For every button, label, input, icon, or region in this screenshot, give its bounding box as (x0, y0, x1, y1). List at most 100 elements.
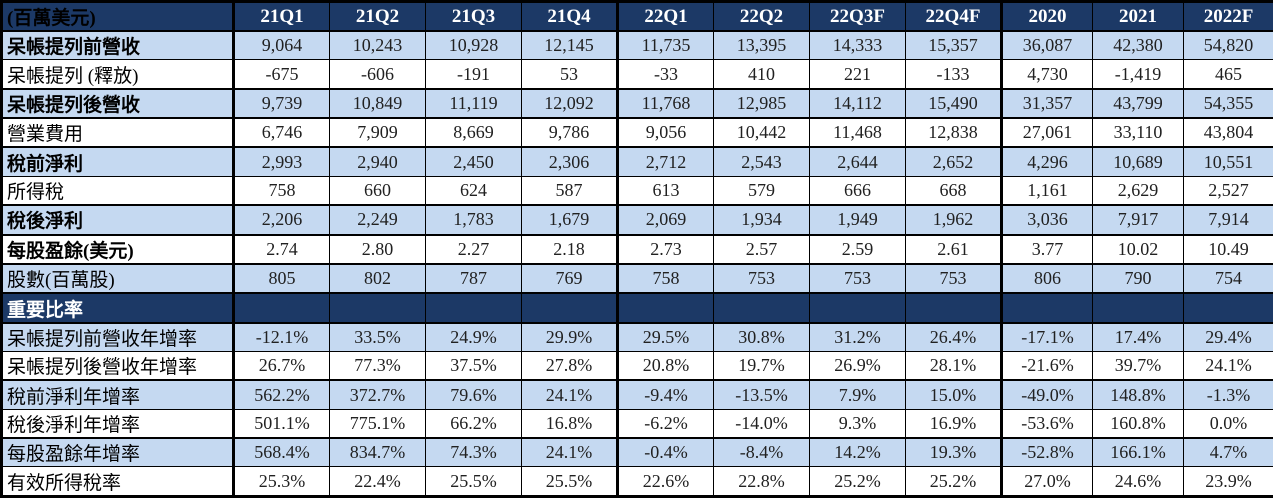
cell: -675 (233, 59, 330, 90)
row-label: 呆帳提列 (釋放) (1, 59, 235, 90)
column-header-21Q4: 21Q4 (521, 1, 619, 32)
cell: -53.6% (1001, 409, 1093, 440)
row-label: 呆帳提列後營收年增率 (1, 351, 235, 382)
cell: 14.2% (809, 438, 906, 468)
cell: 1,679 (521, 205, 619, 236)
cell: 43,804 (1183, 118, 1273, 149)
cell: 54,355 (1183, 88, 1273, 120)
cell: 15,490 (905, 88, 1003, 120)
cell: 0.0% (1183, 409, 1273, 440)
cell: 2.73 (617, 234, 714, 265)
cell: 33.5% (329, 322, 426, 353)
cell: 753 (713, 263, 810, 295)
cell: 11,468 (809, 118, 906, 149)
cell: 26.7% (233, 351, 330, 382)
cell: 758 (233, 176, 330, 207)
cell: 579 (713, 176, 810, 207)
cell (425, 293, 522, 324)
column-header-21Q3: 21Q3 (425, 1, 522, 32)
cell: 42,380 (1092, 31, 1184, 61)
cell: 805 (233, 263, 330, 295)
cell: 568.4% (233, 438, 330, 468)
cell: 2,527 (1183, 176, 1273, 207)
cell: 24.1% (521, 438, 619, 468)
table-row: 呆帳提列前營收 9,064 10,243 10,928 12,145 11,735 13,3… (1, 31, 1273, 61)
column-header-21Q1: 21Q1 (233, 1, 330, 32)
cell: 24.9% (425, 322, 522, 353)
column-header-2022F: 2022F (1183, 1, 1273, 32)
cell: 29.5% (617, 322, 714, 353)
cell: 9.3% (809, 409, 906, 440)
cell (233, 293, 330, 324)
cell: 10,689 (1092, 147, 1184, 177)
cell (329, 293, 426, 324)
cell: 37.5% (425, 351, 522, 382)
cell: 624 (425, 176, 522, 207)
table-header: (百萬美元) 21Q1 21Q2 21Q3 21Q4 22Q1 22Q2 22Q3F 22Q4F… (1, 1, 1273, 32)
cell: 31.2% (809, 322, 906, 353)
cell: 11,768 (617, 88, 714, 120)
cell: 12,145 (521, 31, 619, 61)
cell: -1.3% (1183, 380, 1273, 410)
cell: -17.1% (1001, 322, 1093, 353)
cell: 28.1% (905, 351, 1003, 382)
cell: 166.1% (1092, 438, 1184, 468)
header-row: (百萬美元) 21Q1 21Q2 21Q3 21Q4 22Q1 22Q2 22Q3F 22Q4F… (1, 1, 1273, 32)
row-label: 股數(百萬股) (1, 263, 235, 295)
cell: 22.8% (713, 466, 810, 498)
table-row: 呆帳提列後營收年增率 26.7% 77.3% 37.5% 27.8% 20.8% 19.7%… (1, 351, 1273, 382)
cell: 1,161 (1001, 176, 1093, 207)
cell: 53 (521, 59, 619, 90)
cell: 2.57 (713, 234, 810, 265)
cell: 2.80 (329, 234, 426, 265)
cell: 11,735 (617, 31, 714, 61)
table-row: 每股盈餘年增率 568.4% 834.7% 74.3% 24.1% -0.4% -8.4% 1… (1, 438, 1273, 468)
cell: 2.74 (233, 234, 330, 265)
cell: 23.9% (1183, 466, 1273, 498)
column-header-22Q4F: 22Q4F (905, 1, 1003, 32)
cell: 372.7% (329, 380, 426, 410)
column-header-2020: 2020 (1001, 1, 1093, 32)
cell: 25.2% (905, 466, 1003, 498)
cell: 754 (1183, 263, 1273, 295)
cell: -9.4% (617, 380, 714, 410)
cell: 802 (329, 263, 426, 295)
table-row: 有效所得稅率 25.3% 22.4% 25.5% 25.5% 22.6% 22.8% 25.2… (1, 466, 1273, 498)
cell: 74.3% (425, 438, 522, 468)
cell: 1,783 (425, 205, 522, 236)
cell: 790 (1092, 263, 1184, 295)
cell: 43,799 (1092, 88, 1184, 120)
row-label: 呆帳提列前營收年增率 (1, 322, 235, 353)
cell: 7,917 (1092, 205, 1184, 236)
cell: 8,669 (425, 118, 522, 149)
cell: 31,357 (1001, 88, 1093, 120)
cell: 660 (329, 176, 426, 207)
cell: 22.6% (617, 466, 714, 498)
section-title: 重要比率 (1, 293, 235, 324)
cell: 2.59 (809, 234, 906, 265)
cell (1092, 293, 1184, 324)
table-row: 所得稅 758 660 624 587 613 579 666 668 1,161 2,629 2,5… (1, 176, 1273, 207)
cell: -52.8% (1001, 438, 1093, 468)
cell: 2,450 (425, 147, 522, 177)
cell (521, 293, 619, 324)
row-label: 有效所得稅率 (1, 466, 235, 498)
cell: 2,249 (329, 205, 426, 236)
column-header-21Q2: 21Q2 (329, 1, 426, 32)
cell: 15.0% (905, 380, 1003, 410)
cell: 834.7% (329, 438, 426, 468)
row-label: 稅後淨利 (1, 205, 235, 236)
table-row: 稅後淨利 2,206 2,249 1,783 1,679 2,069 1,934 1,949 1… (1, 205, 1273, 236)
cell: 12,092 (521, 88, 619, 120)
cell: -49.0% (1001, 380, 1093, 410)
cell: 79.6% (425, 380, 522, 410)
cell: 1,962 (905, 205, 1003, 236)
cell: 25.5% (425, 466, 522, 498)
cell: 148.8% (1092, 380, 1184, 410)
cell: 15,357 (905, 31, 1003, 61)
cell: 54,820 (1183, 31, 1273, 61)
cell: 2,629 (1092, 176, 1184, 207)
cell: 29.4% (1183, 322, 1273, 353)
cell: 7,914 (1183, 205, 1273, 236)
cell: 17.4% (1092, 322, 1184, 353)
